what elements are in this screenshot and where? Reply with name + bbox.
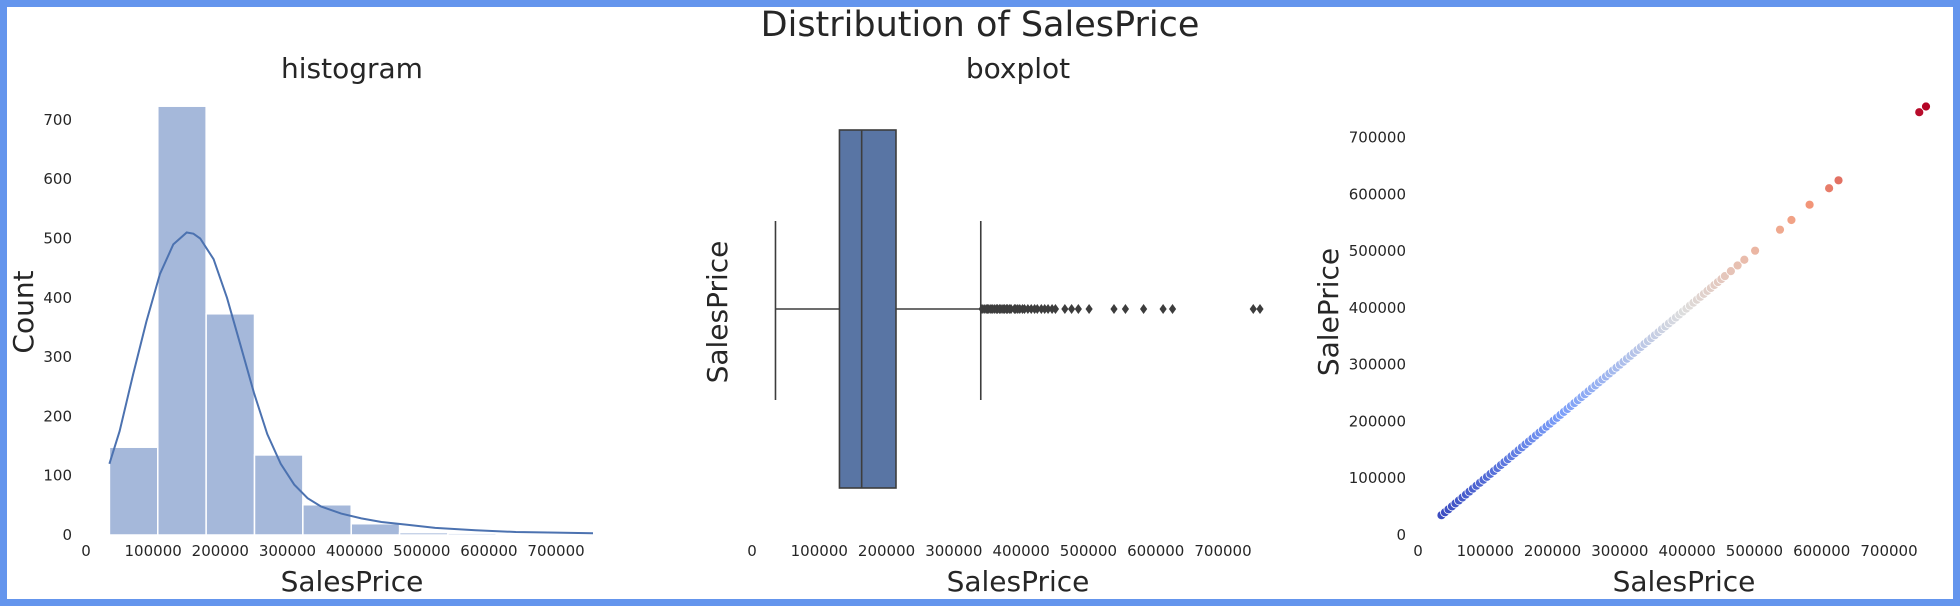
histogram-panel: histogram 0 100000 200000 300000 400000 50000… <box>7 52 594 598</box>
boxplot-x-tick-label: 0 <box>747 542 757 560</box>
boxplot-x-tick-label: 500000 <box>1060 542 1117 560</box>
histogram-bar <box>253 454 304 536</box>
boxplot-x-label: SalesPrice <box>947 565 1090 598</box>
boxplot-x-tick-label: 300000 <box>925 542 982 560</box>
boxplot-x-ticks: 0 100000 200000 300000 400000 500000 600000 700… <box>747 542 1251 560</box>
boxplot-panel: boxplot 0 100000 200000 300000 400000 500000 6… <box>701 52 1264 598</box>
histogram-y-ticks: 0 100 200 300 400 500 600 700 <box>43 111 72 544</box>
scatter-y-label: SalePrice <box>1312 248 1345 376</box>
boxplot-outlier-point <box>1121 304 1130 314</box>
histogram-bar <box>205 313 256 536</box>
figure-title: Distribution of SalesPrice <box>761 5 1200 45</box>
histogram-y-tick-label: 500 <box>43 229 72 247</box>
boxplot-outlier-point <box>1074 304 1082 314</box>
boxplot-y-label: SalesPrice <box>701 241 734 384</box>
scatter-points <box>1436 101 1931 521</box>
histogram-bar <box>350 522 401 536</box>
scatter-point <box>1732 260 1743 271</box>
scatter-point <box>1804 199 1815 210</box>
scatter-y-tick-label: 700000 <box>1349 129 1406 147</box>
scatter-x-tick-label: 600000 <box>1793 542 1850 560</box>
histogram-bar <box>108 446 159 536</box>
boxplot-outlier-point <box>1068 304 1076 314</box>
scatter-point <box>1921 101 1931 112</box>
scatter-point <box>1833 175 1844 186</box>
histogram-y-tick-label: 300 <box>43 348 72 366</box>
scatter-point <box>1824 183 1835 194</box>
boxplot-outlier-point <box>1085 304 1093 314</box>
histogram-y-tick-label: 200 <box>43 407 72 425</box>
boxplot-outlier-point <box>1061 304 1069 314</box>
boxplot-outliers <box>978 304 1264 314</box>
histogram-x-tick-label: 500000 <box>393 542 450 560</box>
scatter-y-tick-label: 0 <box>1396 526 1406 544</box>
histogram-x-ticks: 0 100000 200000 300000 400000 500000 600000 700… <box>81 542 584 560</box>
scatter-point <box>1786 215 1797 225</box>
scatter-x-label: SalesPrice <box>1613 565 1756 598</box>
histogram-bar <box>447 532 498 536</box>
scatter-x-ticks: 0 100000 200000 300000 400000 500000 600000 700… <box>1413 542 1917 560</box>
scatter-y-tick-label: 600000 <box>1349 185 1406 203</box>
boxplot-x-tick-label: 100000 <box>791 542 848 560</box>
scatter-y-tick-label: 300000 <box>1349 356 1406 374</box>
histogram-x-label: SalesPrice <box>281 565 424 598</box>
boxplot-outlier-point <box>1051 304 1060 314</box>
histogram-kde-line <box>108 231 594 535</box>
scatter-y-tick-label: 100000 <box>1349 469 1406 487</box>
scatter-x-tick-label: 400000 <box>1659 542 1716 560</box>
boxplot-x-tick-label: 600000 <box>1127 542 1184 560</box>
histogram-y-tick-label: 100 <box>43 467 72 485</box>
scatter-point <box>1739 254 1750 265</box>
scatter-point <box>1914 107 1925 118</box>
boxplot-outlier-point <box>1249 304 1257 314</box>
scatter-x-tick-label: 200000 <box>1524 542 1581 560</box>
boxplot-outlier-point <box>1139 304 1148 314</box>
boxplot-outlier-point <box>1168 304 1177 314</box>
histogram-bar <box>398 531 449 536</box>
scatter-y-tick-label: 400000 <box>1349 299 1406 317</box>
boxplot-outlier-point <box>1110 304 1118 314</box>
histogram-y-label: Count <box>7 270 40 353</box>
scatter-point <box>1775 224 1785 235</box>
histogram-title: histogram <box>281 52 423 85</box>
scatter-y-tick-label: 500000 <box>1349 242 1406 260</box>
histogram-y-tick-label: 700 <box>43 111 72 129</box>
boxplot-title: boxplot <box>966 52 1070 85</box>
scatter-point <box>1750 245 1760 256</box>
histogram-bar <box>543 533 594 536</box>
scatter-y-tick-label: 200000 <box>1349 412 1406 430</box>
boxplot-outlier-point <box>1033 304 1041 314</box>
scatter-x-tick-label: 100000 <box>1457 542 1514 560</box>
histogram-x-tick-label: 0 <box>81 542 91 560</box>
boxplot-x-tick-label: 200000 <box>858 542 915 560</box>
boxplot-outlier-point <box>1044 304 1052 314</box>
scatter-x-tick-label: 500000 <box>1726 542 1783 560</box>
scatter-point <box>1725 266 1736 276</box>
boxplot-outlier-point <box>1159 304 1167 314</box>
histogram-bar <box>302 504 352 536</box>
scatter-x-tick-label: 0 <box>1413 542 1423 560</box>
histogram-x-tick-label: 700000 <box>527 542 584 560</box>
histogram-bars <box>108 105 594 536</box>
histogram-y-tick-label: 400 <box>43 289 72 307</box>
histogram-x-tick-label: 300000 <box>259 542 316 560</box>
histogram-x-tick-label: 100000 <box>125 542 182 560</box>
histogram-bar <box>157 105 207 536</box>
histogram-x-tick-label: 200000 <box>192 542 249 560</box>
boxplot-x-tick-label: 700000 <box>1194 542 1251 560</box>
histogram-x-tick-label: 400000 <box>326 542 383 560</box>
boxplot-body <box>774 129 982 489</box>
scatter-x-tick-label: 700000 <box>1860 542 1917 560</box>
histogram-bar <box>495 533 546 536</box>
scatter-x-tick-label: 300000 <box>1591 542 1648 560</box>
scatter-y-ticks: 0 100000 200000 300000 400000 500000 600000 700… <box>1349 129 1406 544</box>
histogram-y-tick-label: 0 <box>62 526 72 544</box>
histogram-x-tick-label: 600000 <box>460 542 517 560</box>
boxplot-outlier-point <box>1256 304 1264 314</box>
boxplot-x-tick-label: 400000 <box>993 542 1050 560</box>
scatter-panel: 0 100000 200000 300000 400000 500000 600000 700… <box>1312 101 1931 598</box>
boxplot-box <box>838 129 897 489</box>
histogram-y-tick-label: 600 <box>43 170 72 188</box>
